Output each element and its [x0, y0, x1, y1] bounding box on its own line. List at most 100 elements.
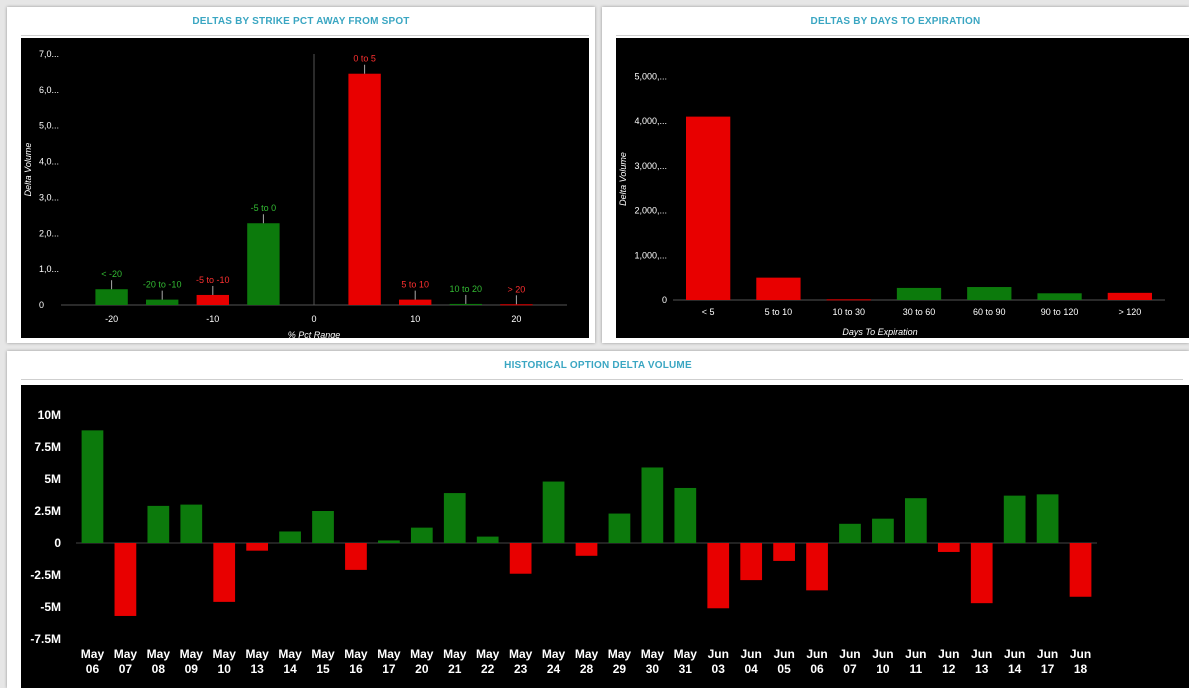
y-axis-label: Delta Volume	[618, 152, 628, 206]
bar	[114, 543, 137, 616]
days-to-exp-panel: DELTAS BY DAYS TO EXPIRATION 0 1,000,... 2…	[602, 7, 1189, 343]
y-axis-label: Delta Volume	[23, 143, 33, 197]
bar-data-label: -5 to -10	[196, 275, 230, 285]
x-tick-label-month: May	[575, 647, 599, 661]
y-tick-label: 3,0...	[39, 192, 59, 202]
x-tick-label-month: May	[81, 647, 105, 661]
bar	[1037, 293, 1082, 300]
x-tick-label-month: Jun	[971, 647, 992, 661]
y-tick-label: 2.5M	[34, 504, 61, 518]
bar	[247, 223, 280, 305]
x-tick-label-month: May	[476, 647, 500, 661]
x-tick-label-month: Jun	[1004, 647, 1025, 661]
bar	[449, 303, 482, 305]
bar	[967, 287, 1012, 300]
x-tick-label-day: 03	[712, 662, 726, 676]
x-tick-label-month: May	[509, 647, 533, 661]
x-tick-label: 10 to 30	[832, 307, 865, 317]
historical-plot: -7.5M -5M -2.5M 0 2.5M 5M 7.5M 10M May 06 May 07 May…	[21, 385, 1189, 688]
bar	[443, 493, 466, 543]
x-tick-label: 20	[511, 314, 521, 324]
bar	[399, 299, 432, 305]
strike-pct-title: DELTAS BY STRIKE PCT AWAY FROM SPOT	[192, 16, 410, 27]
bar	[1107, 292, 1152, 300]
y-tick-label: 7.5M	[34, 440, 61, 454]
x-tick-label-day: 23	[514, 662, 528, 676]
x-tick-label: < 5	[702, 307, 715, 317]
bar	[348, 73, 381, 305]
bar-data-label: < -20	[101, 269, 122, 279]
x-tick-label: > 120	[1118, 307, 1141, 317]
y-tick-label: 2,0...	[39, 228, 59, 238]
strike-pct-title-rule	[21, 35, 589, 36]
x-tick-label-month: Jun	[741, 647, 762, 661]
y-tick-label: 5,000,...	[634, 71, 667, 81]
x-tick-label-month: Jun	[708, 647, 729, 661]
x-tick-label-day: 11	[910, 662, 923, 676]
x-axis-label: % Pct Range	[288, 330, 341, 338]
x-tick-label-month: May	[377, 647, 401, 661]
bar	[345, 543, 367, 570]
x-tick-label-day: 17	[1041, 662, 1055, 676]
bar	[756, 277, 801, 300]
x-tick-label-day: 13	[975, 662, 989, 676]
x-tick-label-month: May	[180, 647, 204, 661]
bar	[279, 531, 301, 543]
x-tick-label: 30 to 60	[903, 307, 936, 317]
x-tick-label-month: May	[147, 647, 171, 661]
x-tick-label-day: 07	[843, 662, 857, 676]
y-tick-label: 7,0...	[39, 49, 59, 59]
bar-data-label: 10 to 20	[450, 284, 483, 294]
y-tick-label: 5,0...	[39, 121, 59, 131]
x-tick-label-month: Jun	[806, 647, 827, 661]
x-tick-label-day: 05	[777, 662, 791, 676]
x-tick-label-day: 12	[942, 662, 956, 676]
bar	[196, 294, 229, 305]
bar	[641, 467, 664, 543]
bar	[410, 527, 433, 543]
bar	[147, 505, 170, 543]
bar	[509, 543, 532, 574]
x-tick-label-day: 31	[679, 662, 693, 676]
x-tick-label-month: May	[641, 647, 665, 661]
x-tick-label-day: 15	[316, 662, 330, 676]
x-tick-label-month: May	[311, 647, 335, 661]
x-tick-label-month: Jun	[839, 647, 860, 661]
x-tick-label-month: Jun	[773, 647, 794, 661]
strike-pct-plot: 0 1,0... 2,0... 3,0... 4,0... 5,0... 6,0... 7,0…	[21, 38, 589, 338]
bar-data-label: -20 to -10	[143, 280, 182, 290]
bar	[937, 543, 960, 552]
bar	[213, 543, 236, 602]
x-tick-label-day: 29	[613, 662, 627, 676]
x-tick-label: 10	[410, 314, 420, 324]
bar	[378, 540, 400, 543]
bar-data-label: > 20	[508, 284, 526, 294]
x-tick-label-day: 21	[448, 662, 462, 676]
bar	[608, 513, 631, 543]
bar-data-label: 0 to 5	[353, 54, 376, 64]
x-tick-label-month: Jun	[1070, 647, 1091, 661]
bar	[707, 543, 730, 609]
bar-data-label: -5 to 0	[251, 203, 277, 213]
x-tick-label-month: May	[608, 647, 632, 661]
x-tick-label-month: May	[245, 647, 269, 661]
x-tick-label-day: 28	[580, 662, 594, 676]
days-to-exp-plot: 0 1,000,... 2,000,... 3,000,... 4,000,... 5,0…	[616, 38, 1189, 338]
bar	[81, 430, 104, 543]
y-tick-label: -7.5M	[30, 632, 61, 646]
x-tick-label-day: 09	[185, 662, 199, 676]
bar	[542, 481, 565, 543]
bar	[740, 543, 763, 581]
x-tick-label-day: 10	[876, 662, 890, 676]
bar	[839, 523, 861, 543]
bar	[904, 498, 927, 543]
x-tick-label-day: 17	[382, 662, 396, 676]
bar	[95, 289, 128, 305]
x-tick-label-day: 07	[119, 662, 133, 676]
x-tick-label-month: May	[443, 647, 467, 661]
days-to-exp-title: DELTAS BY DAYS TO EXPIRATION	[810, 16, 981, 27]
x-tick-label: -10	[206, 314, 219, 324]
x-tick-label: 90 to 120	[1041, 307, 1079, 317]
x-tick-label-day: 10	[218, 662, 232, 676]
x-tick-label: 5 to 10	[765, 307, 793, 317]
